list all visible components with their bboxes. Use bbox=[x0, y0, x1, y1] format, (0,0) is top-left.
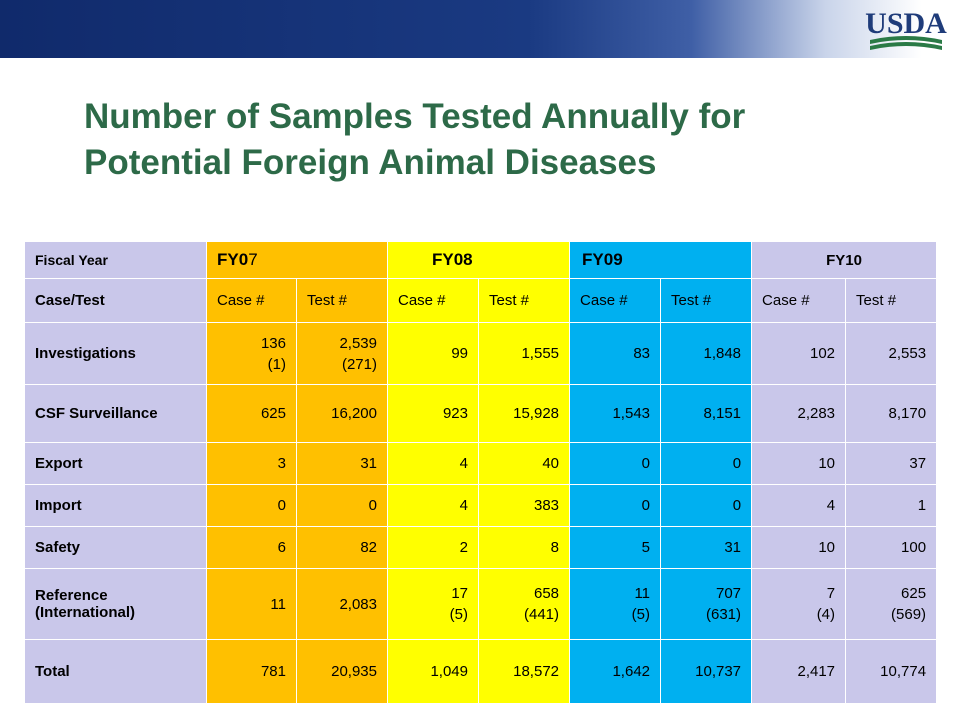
table-row: Import 0 0 4 383 0 0 4 1 bbox=[24, 484, 938, 527]
table-cell: 11 (5) bbox=[569, 568, 662, 640]
table-cell: 4 bbox=[387, 484, 479, 527]
table-cell: 1,848 bbox=[660, 322, 753, 385]
table-cell: 2,539 (271) bbox=[296, 322, 388, 385]
table-cell: 0 bbox=[206, 484, 297, 527]
case-test-label: Case/Test bbox=[24, 278, 207, 323]
table-cell: 1,642 bbox=[569, 639, 662, 704]
table-cell: 658 (441) bbox=[477, 568, 571, 640]
case-header: Case # bbox=[387, 278, 479, 323]
table-cell: 0 bbox=[660, 442, 753, 485]
table-cell: 18,572 bbox=[477, 639, 571, 704]
table-cell: 0 bbox=[569, 442, 662, 485]
test-header: Test # bbox=[660, 278, 753, 323]
fiscal-year-label: Fiscal Year bbox=[24, 241, 207, 279]
row-label: Total bbox=[24, 639, 207, 704]
table-cell: 4 bbox=[387, 442, 479, 485]
table-cell: 20,935 bbox=[296, 639, 388, 704]
table-cell: 707 (631) bbox=[660, 568, 753, 640]
table-cell: 17 (5) bbox=[387, 568, 479, 640]
table-cell: 0 bbox=[660, 484, 753, 527]
case-header: Case # bbox=[206, 278, 297, 323]
table-cell: 0 bbox=[569, 484, 662, 527]
table-cell: 8,151 bbox=[660, 384, 753, 443]
table-cell: 37 bbox=[845, 442, 938, 485]
table-cell: 1,555 bbox=[477, 322, 571, 385]
table-cell: 4 bbox=[751, 484, 847, 527]
test-header: Test # bbox=[845, 278, 938, 323]
table-cell: 8 bbox=[477, 526, 571, 569]
table-cell: 3 bbox=[206, 442, 297, 485]
table-cell: 2,553 bbox=[845, 322, 938, 385]
case-header: Case # bbox=[569, 278, 662, 323]
fiscal-year-row: Fiscal Year FY07 FY08 FY09 FY10 bbox=[24, 241, 938, 279]
svg-text:USDA: USDA bbox=[865, 7, 947, 40]
test-header: Test # bbox=[296, 278, 388, 323]
header-banner bbox=[0, 0, 960, 58]
row-label: CSF Surveillance bbox=[24, 384, 207, 443]
table-cell: 7 (4) bbox=[751, 568, 847, 640]
fy09-header: FY09 bbox=[569, 241, 753, 279]
title-line-1: Number of Samples Tested Annually for bbox=[84, 97, 746, 136]
table-cell: 10 bbox=[751, 526, 847, 569]
table-cell: 40 bbox=[477, 442, 571, 485]
case-header: Case # bbox=[751, 278, 847, 323]
table-cell: 1,049 bbox=[387, 639, 479, 704]
table-cell: 136 (1) bbox=[206, 322, 297, 385]
fy10-header: FY10 bbox=[751, 241, 938, 279]
table-cell: 0 bbox=[296, 484, 388, 527]
table-cell: 10 bbox=[751, 442, 847, 485]
table-cell: 83 bbox=[569, 322, 662, 385]
table-cell: 781 bbox=[206, 639, 297, 704]
table-cell: 100 bbox=[845, 526, 938, 569]
table-cell: 2,417 bbox=[751, 639, 847, 704]
table-cell: 1 bbox=[845, 484, 938, 527]
row-label: Export bbox=[24, 442, 207, 485]
table-cell: 10,774 bbox=[845, 639, 938, 704]
usda-logo: USDA bbox=[865, 7, 947, 50]
samples-table: Fiscal Year FY07 FY08 FY09 FY10 Case/Tes… bbox=[24, 241, 938, 704]
table-cell: 10,737 bbox=[660, 639, 753, 704]
fy07-header: FY07 bbox=[206, 241, 388, 279]
table-row: Export 3 31 4 40 0 0 10 37 bbox=[24, 442, 938, 485]
row-label: Import bbox=[24, 484, 207, 527]
row-label: Investigations bbox=[24, 322, 207, 385]
table-cell: 16,200 bbox=[296, 384, 388, 443]
table-row: Safety 6 82 2 8 5 31 10 100 bbox=[24, 526, 938, 569]
table-cell: 11 bbox=[206, 568, 297, 640]
table-row: CSF Surveillance 625 16,200 923 15,928 1… bbox=[24, 384, 938, 443]
table-row: Reference (International) 11 2,083 17 (5)… bbox=[24, 568, 938, 640]
table-cell: 99 bbox=[387, 322, 479, 385]
title-line-2: Potential Foreign Animal Diseases bbox=[84, 143, 657, 182]
table-cell: 625 bbox=[206, 384, 297, 443]
table-cell: 15,928 bbox=[477, 384, 571, 443]
table-cell: 5 bbox=[569, 526, 662, 569]
table-row-total: Total 781 20,935 1,049 18,572 1,642 10,7… bbox=[24, 639, 938, 704]
case-test-row: Case/Test Case # Test # Case # Test # Ca… bbox=[24, 278, 938, 323]
table-cell: 31 bbox=[660, 526, 753, 569]
page-title: Number of Samples Tested Annually for Po… bbox=[84, 94, 904, 186]
table-cell: 625 (569) bbox=[845, 568, 938, 640]
table-cell: 102 bbox=[751, 322, 847, 385]
table-row: Investigations 136 (1) 2,539 (271) 99 1,55… bbox=[24, 322, 938, 385]
table-cell: 1,543 bbox=[569, 384, 662, 443]
fy08-header: FY08 bbox=[386, 241, 571, 279]
table-cell: 82 bbox=[296, 526, 388, 569]
table-cell: 31 bbox=[296, 442, 388, 485]
table-cell: 923 bbox=[387, 384, 479, 443]
test-header: Test # bbox=[477, 278, 571, 323]
table-cell: 383 bbox=[477, 484, 571, 527]
table-cell: 2,283 bbox=[751, 384, 847, 443]
table-cell: 2 bbox=[387, 526, 479, 569]
table-cell: 6 bbox=[206, 526, 297, 569]
table-cell: 8,170 bbox=[845, 384, 938, 443]
table-cell: 2,083 bbox=[296, 568, 388, 640]
row-label: Safety bbox=[24, 526, 207, 569]
row-label: Reference (International) bbox=[24, 568, 207, 640]
